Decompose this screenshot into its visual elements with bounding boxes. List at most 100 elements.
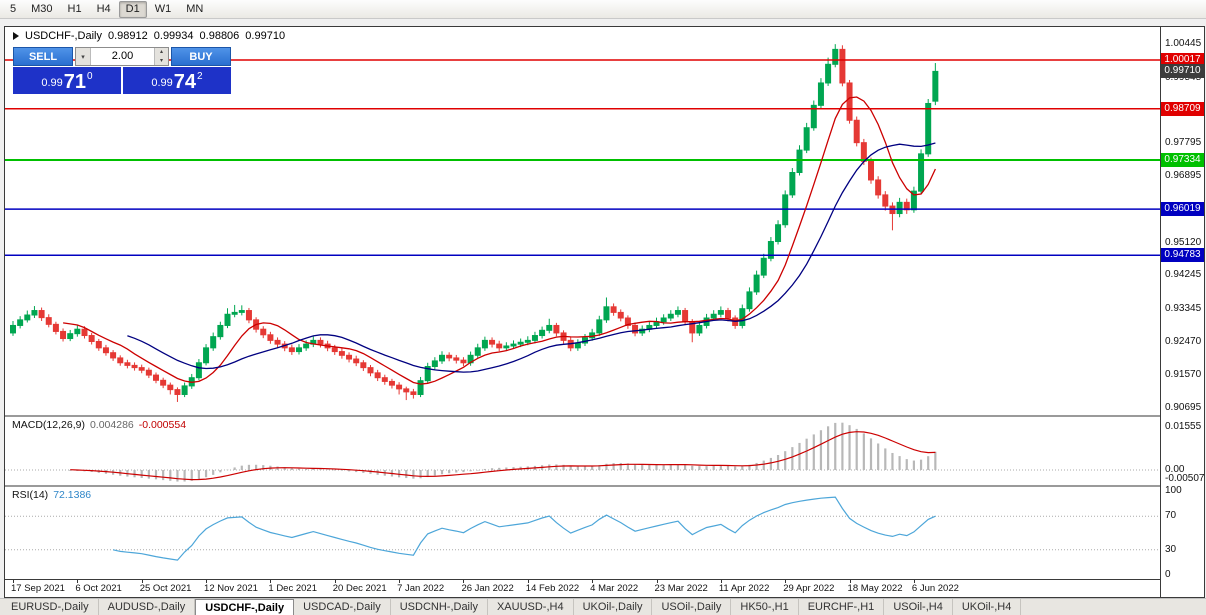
rsi-scale-label: 0	[1165, 569, 1171, 580]
macd-scale-label: 0.00	[1165, 464, 1185, 475]
timeframe-button-mn[interactable]: MN	[186, 2, 204, 15]
timeframe-button-d1[interactable]: D1	[118, 0, 147, 18]
time-axis-label: 7 Jan 2022	[397, 583, 445, 594]
time-axis-tick	[463, 580, 465, 583]
price-scale-label: 0.95120	[1165, 236, 1202, 248]
bid-pips: 71	[63, 71, 87, 93]
time-axis-tick	[141, 580, 143, 583]
one-click-trade-widget: SELL ▾ 2.00 ▴ ▾ BUY 0.99 71 0 0.99 74 2	[13, 47, 231, 94]
rsi-line	[112, 496, 936, 561]
volume-spinner: ▴ ▾	[154, 48, 168, 65]
time-axis-tick	[656, 580, 658, 583]
volume-increment-button[interactable]: ▴	[155, 48, 168, 57]
macd-signal-value: -0.000554	[138, 419, 187, 431]
time-axis-tick	[206, 580, 208, 583]
time-axis-tick	[849, 580, 851, 583]
rsi-name: RSI(14)	[12, 489, 49, 501]
time-axis-label: 25 Oct 2021	[139, 583, 192, 594]
bid-point: 0	[87, 71, 93, 82]
chart-title: USDCHF-,Daily 0.98912 0.99934 0.98806 0.…	[13, 30, 285, 42]
ma-fast-line	[63, 96, 936, 385]
timeframe-toolbar: 5 M30 H1 H4 D1 W1 MN	[0, 0, 1206, 19]
time-axis-tick	[592, 580, 594, 583]
bid-price-display[interactable]: 0.99 71 0	[13, 67, 121, 94]
candles	[10, 44, 939, 402]
time-axis-tick	[527, 580, 529, 583]
macd-scale-label: -0.00507	[1165, 473, 1205, 484]
price-level-tag-0.98709: 0.98709	[1161, 101, 1204, 116]
time-axis-label: 29 Apr 2022	[783, 583, 835, 594]
time-axis-tick	[913, 580, 915, 583]
price-scale-label: 0.90695	[1165, 401, 1202, 413]
chart-high: 0.99934	[153, 30, 194, 42]
chart-tab-hk50-h1[interactable]: HK50-,H1	[731, 599, 799, 615]
chart-tab-audusd-daily[interactable]: AUDUSD-,Daily	[99, 599, 196, 615]
time-axis-label: 11 Apr 2022	[718, 583, 770, 594]
price-chart-canvas[interactable]	[5, 27, 1160, 415]
timeframe-button-w1[interactable]: W1	[154, 2, 172, 15]
macd-scale-label: 0.01555	[1165, 421, 1202, 432]
time-axis-tick	[334, 580, 336, 583]
time-axis-tick	[785, 580, 787, 583]
time-axis-label: 26 Jan 2022	[461, 583, 514, 594]
price-scale-label: 0.97795	[1165, 136, 1202, 148]
price-level-tag-0.97334: 0.97334	[1161, 153, 1204, 168]
macd-canvas[interactable]	[5, 417, 1160, 485]
time-axis-tick	[720, 580, 722, 583]
chart-tab-usdchf-daily[interactable]: USDCHF-,Daily	[195, 599, 295, 615]
rsi-canvas[interactable]	[5, 487, 1160, 579]
price-axis[interactable]: 1.004450.995450.986450.977950.968950.959…	[1160, 27, 1204, 597]
volume-dropdown-button[interactable]: ▾	[76, 48, 91, 65]
timeframe-button-m30[interactable]: M30	[31, 2, 53, 15]
chart-open: 0.98912	[108, 30, 148, 42]
ask-price-display[interactable]: 0.99 74 2	[123, 67, 231, 94]
macd-signal-line	[70, 431, 936, 481]
bid-prefix: 0.99	[41, 77, 63, 89]
sell-button[interactable]: SELL	[13, 47, 73, 66]
chart-tab-ukoil-h4[interactable]: UKOil-,H4	[953, 599, 1022, 615]
price-scale-label: 0.92470	[1165, 335, 1202, 347]
macd-main-value: 0.004286	[89, 419, 134, 431]
rsi-scale-label: 70	[1165, 510, 1177, 522]
time-axis[interactable]: 17 Sep 2021 6 Oct 2021 25 Oct 2021 12 Nov 2…	[5, 579, 1160, 597]
rsi-panel-resize-handle[interactable]	[5, 485, 1160, 487]
macd-label: MACD(12,26,9) 0.004286 -0.000554	[12, 419, 186, 431]
chart-tab-usdcad-daily[interactable]: USDCAD-,Daily	[294, 599, 391, 615]
price-scale-label: 0.96895	[1165, 170, 1202, 182]
chart-tab-ukoil-daily[interactable]: UKOil-,Daily	[574, 599, 653, 615]
price-scale-label: 0.93345	[1165, 302, 1202, 314]
timeframe-button-h4[interactable]: H4	[96, 2, 111, 15]
chart-tab-usoil-h4[interactable]: USOil-,H4	[884, 599, 953, 615]
volume-control: ▾ 2.00 ▴ ▾	[75, 47, 169, 66]
chart-window: USDCHF-,Daily 0.98912 0.99934 0.98806 0.…	[4, 26, 1205, 598]
time-axis-label: 1 Dec 2021	[268, 583, 317, 594]
price-level-tag-0.94783: 0.94783	[1161, 248, 1204, 263]
chart-tab-eurchf-h1[interactable]: EURCHF-,H1	[799, 599, 885, 615]
volume-input[interactable]: 2.00	[111, 50, 134, 62]
time-axis-label: 4 Mar 2022	[590, 583, 639, 594]
volume-decrement-button[interactable]: ▾	[155, 56, 168, 65]
timeframe-button-h1[interactable]: H1	[67, 2, 82, 15]
time-axis-tick	[399, 580, 401, 583]
price-level-tag-0.96019: 0.96019	[1161, 202, 1204, 217]
rsi-value: 72.1386	[53, 489, 92, 501]
ask-point: 2	[197, 71, 203, 82]
ma-slow-line	[127, 142, 936, 373]
price-scale-label: 0.91570	[1165, 369, 1202, 381]
chart-tab-usdcnh-daily[interactable]: USDCNH-,Daily	[391, 599, 488, 615]
time-axis-label: 6 Jun 2022	[911, 583, 959, 594]
buy-button[interactable]: BUY	[171, 47, 231, 66]
chart-low: 0.98806	[199, 30, 240, 42]
time-axis-label: 20 Dec 2021	[332, 583, 387, 594]
rsi-scale-label: 100	[1165, 485, 1182, 496]
chart-tab-xauusd-h4[interactable]: XAUUSD-,H4	[488, 599, 574, 615]
chart-tab-eurusd-daily[interactable]: EURUSD-,Daily	[2, 599, 99, 615]
price-scale-label: 1.00445	[1165, 37, 1202, 49]
time-axis-tick	[13, 580, 14, 583]
time-axis-label: 23 Mar 2022	[654, 583, 708, 594]
chart-tab-usoil-daily[interactable]: USOil-,Daily	[652, 599, 732, 615]
macd-panel-resize-handle[interactable]	[5, 415, 1160, 417]
chart-close: 0.99710	[245, 30, 286, 42]
timeframe-button-5[interactable]: 5	[10, 2, 17, 15]
price-level-tag-1.00017: 1.00017	[1161, 52, 1204, 67]
